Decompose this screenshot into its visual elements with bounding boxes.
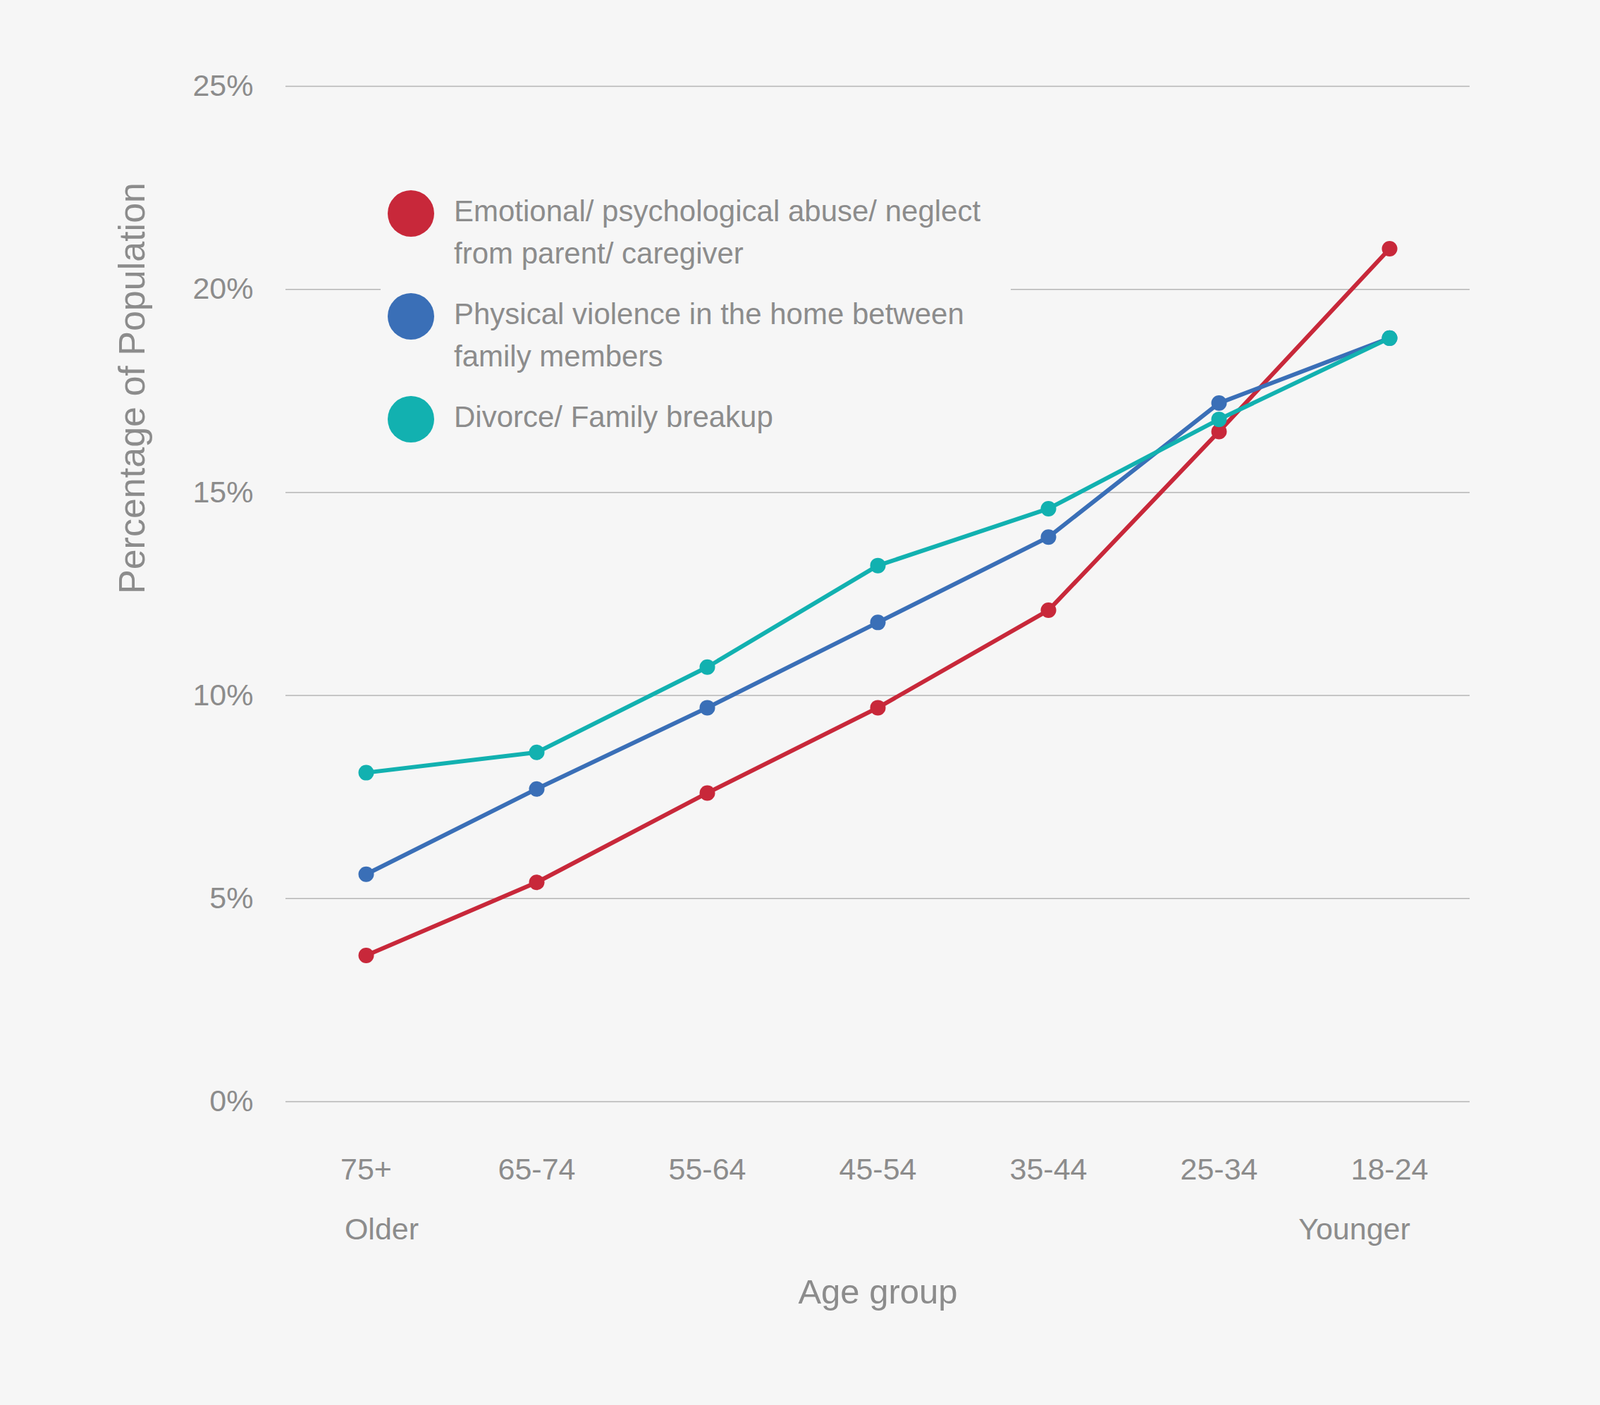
svg-text:55-64: 55-64 <box>668 1152 747 1187</box>
svg-text:75+: 75+ <box>340 1152 392 1187</box>
svg-text:5%: 5% <box>209 881 254 915</box>
html-text:Divorce/ Family breakup: Divorce/ Family breakup <box>453 400 774 434</box>
svg-text:Percentage of Population: Percentage of Population <box>111 182 153 595</box>
html-text:Emotional/ psychological abuse: Emotional/ psychological abuse/ neglect … <box>453 194 981 270</box>
svg-text:35-44: 35-44 <box>1010 1152 1088 1187</box>
svg-text:25-34: 25-34 <box>1180 1152 1259 1187</box>
svg-text:25%: 25% <box>192 68 254 103</box>
svg-text:45-54: 45-54 <box>839 1152 918 1187</box>
svg-text:65-74: 65-74 <box>498 1152 576 1187</box>
svg-text:10%: 10% <box>192 678 254 712</box>
svg-text:0%: 0% <box>209 1084 254 1118</box>
svg-text:Age group: Age group <box>797 1272 958 1312</box>
html-text:Physical violence in the home: Physical violence in the home between fa… <box>453 297 965 373</box>
svg-text:Younger: Younger <box>1298 1212 1411 1247</box>
svg-text:18-24: 18-24 <box>1351 1152 1429 1187</box>
svg-text:20%: 20% <box>192 271 254 306</box>
svg-text:Older: Older <box>344 1212 419 1247</box>
svg-text:15%: 15% <box>192 475 254 509</box>
